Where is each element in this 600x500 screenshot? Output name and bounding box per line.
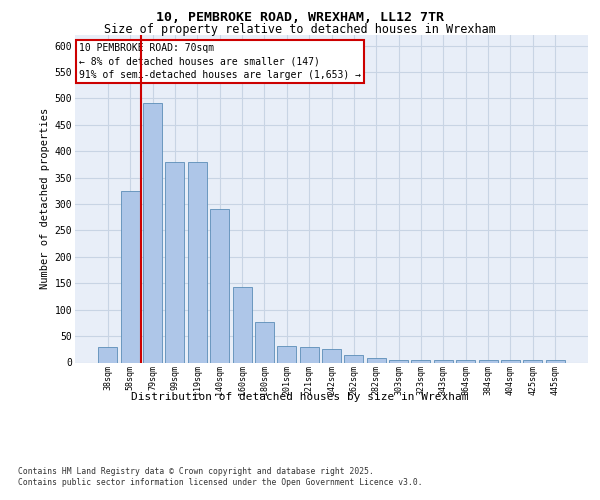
Bar	[344, 354, 364, 362]
Bar	[501, 360, 520, 362]
Text: Contains HM Land Registry data © Crown copyright and database right 2025.
Contai: Contains HM Land Registry data © Crown c…	[18, 468, 422, 487]
Bar	[166, 162, 184, 362]
Bar	[255, 322, 274, 362]
Bar	[188, 162, 207, 362]
Bar	[233, 287, 251, 362]
Bar	[322, 349, 341, 362]
Text: 10 PEMBROKE ROAD: 70sqm
← 8% of detached houses are smaller (147)
91% of semi-de: 10 PEMBROKE ROAD: 70sqm ← 8% of detached…	[79, 43, 361, 80]
Bar	[210, 210, 229, 362]
Text: 10, PEMBROKE ROAD, WREXHAM, LL12 7TR: 10, PEMBROKE ROAD, WREXHAM, LL12 7TR	[156, 11, 444, 24]
Bar	[367, 358, 386, 362]
Bar	[277, 346, 296, 362]
Bar	[143, 102, 162, 362]
Bar	[479, 360, 497, 362]
Bar	[389, 360, 408, 362]
Bar	[523, 360, 542, 362]
Bar	[121, 191, 140, 362]
Bar	[98, 346, 118, 362]
Bar	[412, 360, 430, 362]
Bar	[545, 360, 565, 362]
Y-axis label: Number of detached properties: Number of detached properties	[40, 108, 50, 290]
Bar	[456, 360, 475, 362]
Bar	[434, 360, 453, 362]
Bar	[299, 347, 319, 362]
Text: Size of property relative to detached houses in Wrexham: Size of property relative to detached ho…	[104, 22, 496, 36]
Text: Distribution of detached houses by size in Wrexham: Distribution of detached houses by size …	[131, 392, 469, 402]
